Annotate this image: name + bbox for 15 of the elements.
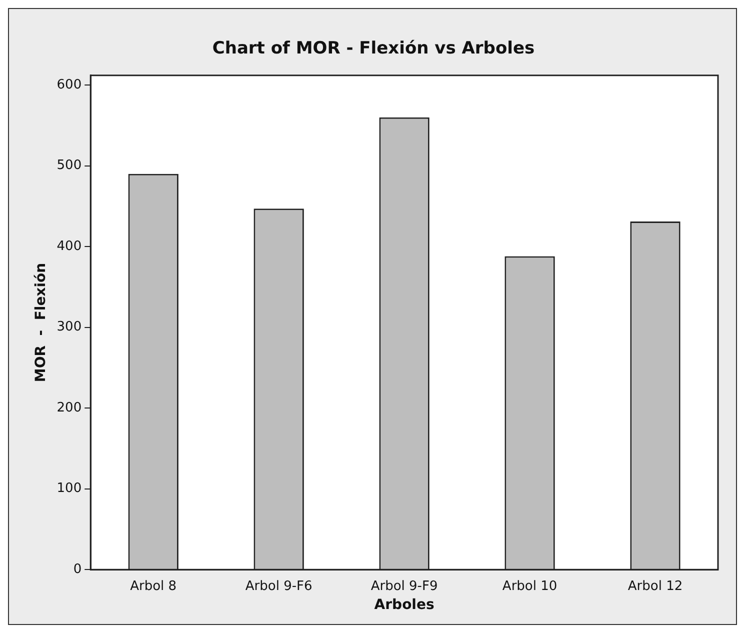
x-tick-label: Arbol 9-F6 <box>245 578 312 594</box>
x-tick-label: Arbol 9-F9 <box>370 578 438 594</box>
y-tick-label: 200 <box>56 400 82 416</box>
x-tick-label: Arbol 10 <box>502 578 558 594</box>
y-tick-label: 100 <box>56 481 82 496</box>
y-tick-label: 300 <box>56 320 82 335</box>
chart-title: Chart of MOR - Flexión vs Arboles <box>212 38 535 59</box>
y-tick-label: 400 <box>56 238 82 254</box>
y-tick-label: 0 <box>73 562 82 577</box>
y-axis-title: MOR - Flexión <box>33 262 50 382</box>
x-axis-title: Arboles <box>374 597 434 614</box>
y-tick-label: 600 <box>56 77 82 92</box>
y-tick-label: 500 <box>56 158 82 174</box>
x-tick-label: Arbol 12 <box>628 578 683 594</box>
x-tick-label: Arbol 8 <box>130 578 177 594</box>
